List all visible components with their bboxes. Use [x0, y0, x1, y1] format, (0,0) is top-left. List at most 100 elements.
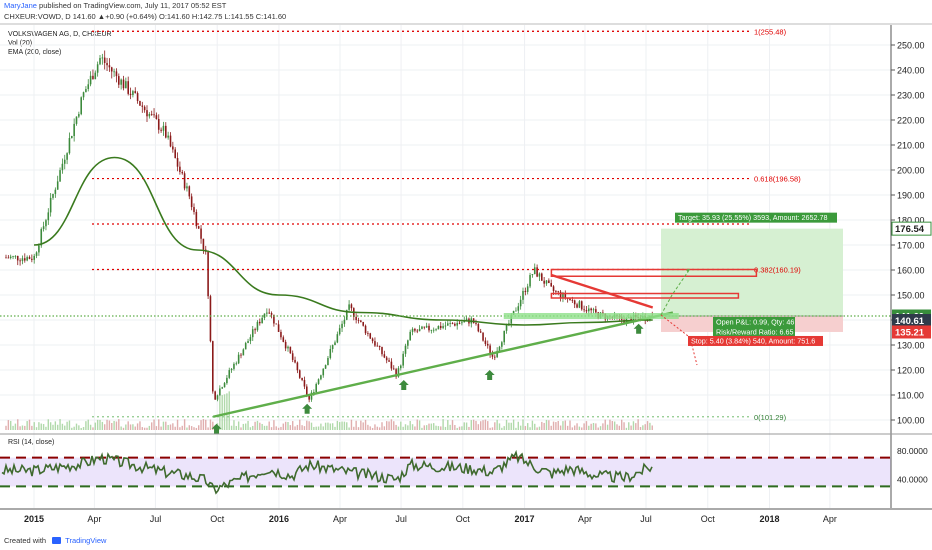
volume-bar: [602, 423, 604, 430]
volume-bar: [143, 427, 146, 430]
volume-bar: [129, 424, 132, 430]
candle-body: [402, 353, 404, 366]
volume-bar: [89, 424, 92, 430]
volume-bar: [581, 427, 583, 430]
candle-body: [40, 229, 43, 246]
candle-body: [444, 325, 447, 327]
volume-bar: [646, 421, 649, 430]
volume-bar: [266, 425, 268, 430]
volume-bar: [590, 423, 592, 430]
volume-bar: [101, 421, 104, 430]
volume-bar: [350, 419, 353, 430]
volume-bar: [252, 425, 254, 430]
candle-body: [216, 395, 219, 400]
candle-body: [108, 65, 111, 68]
candle-body: [479, 331, 482, 333]
candle-body: [562, 292, 564, 298]
price-tick-label: 120.00: [897, 366, 925, 376]
time-axis-label: Jul: [395, 514, 407, 524]
volume-bar: [651, 425, 653, 430]
axes: 250.00 240.00 230.00 220.00 210.00 200.00 190.…: [0, 23, 932, 524]
candle-body: [465, 318, 468, 321]
candle-body: [106, 63, 108, 66]
volume-bar: [522, 419, 524, 430]
footer-brand[interactable]: TradingView: [65, 536, 107, 545]
volume-bar: [574, 425, 576, 430]
candle-body: [242, 349, 245, 356]
candle-body: [167, 135, 169, 138]
time-axis-label: Jul: [150, 514, 162, 524]
candle-body: [320, 375, 322, 380]
candle-body: [360, 320, 362, 322]
volume-bar: [331, 423, 334, 430]
candle-body: [190, 196, 193, 208]
candle-body: [451, 323, 454, 324]
candle-body: [432, 329, 435, 331]
volume-bar: [75, 423, 78, 430]
candle-body: [317, 379, 320, 384]
target-price-tag-bg: [891, 221, 932, 236]
volume-bar: [292, 421, 294, 430]
volume-bar: [127, 421, 129, 430]
candle-body: [176, 158, 179, 167]
volume-bar: [355, 420, 357, 430]
candle-body: [219, 388, 221, 396]
candle-body: [280, 331, 282, 338]
volume-bar: [621, 419, 623, 430]
volume-bar: [10, 420, 12, 430]
volume-bar: [308, 421, 310, 430]
candle-body: [38, 245, 40, 253]
volume-bar: [456, 427, 458, 430]
volume-bar: [557, 421, 559, 430]
volume-bar: [555, 422, 557, 430]
volume-bar: [78, 425, 80, 430]
candle-body: [73, 123, 75, 137]
volume-bar: [341, 421, 343, 430]
open-pnl-label: Open P&L: 0.99, Qty: 46: [716, 318, 794, 327]
time-axis-label: Oct: [456, 514, 471, 524]
user-name[interactable]: MaryJane: [4, 1, 37, 10]
volume-bar: [263, 425, 266, 430]
candle-body: [447, 323, 449, 326]
candle-body: [233, 363, 235, 369]
volume-bar: [468, 426, 470, 430]
projection-up: [660, 268, 691, 316]
candle-body: [392, 368, 395, 370]
candle-body: [78, 114, 80, 117]
volume-bar: [134, 426, 136, 430]
candle-body: [526, 286, 529, 292]
volume-bar: [329, 423, 331, 430]
volume-bar: [454, 425, 456, 430]
volume-bar: [538, 426, 541, 430]
candle-body: [552, 286, 555, 292]
volume-bar: [484, 419, 487, 430]
footer-created: Created with: [4, 536, 47, 545]
volume-bar: [418, 420, 421, 430]
volume-bar: [33, 422, 35, 430]
candle-body: [364, 325, 367, 334]
volume-bar: [550, 425, 552, 430]
volume-bar: [245, 423, 247, 430]
candle-body: [96, 64, 99, 73]
volume-bar: [616, 424, 618, 430]
candle-body: [263, 313, 266, 318]
candle-body: [113, 71, 115, 73]
volume-bar: [315, 426, 317, 430]
volume-bar: [26, 421, 28, 430]
volume-bar: [153, 419, 155, 430]
volume-bar: [85, 421, 87, 430]
volume-bar: [115, 421, 118, 430]
candle-body: [153, 114, 155, 116]
candle-body: [207, 251, 209, 297]
volume-bar: [280, 426, 282, 430]
volume-bar: [96, 419, 99, 430]
volume-bar: [174, 426, 176, 430]
candle-body: [388, 360, 390, 362]
candle-body: [557, 291, 560, 293]
price-tick-label: 180.00: [897, 216, 925, 226]
time-axis-label: 2018: [759, 514, 779, 524]
candle-body: [110, 67, 113, 72]
volume-bar: [282, 423, 284, 430]
